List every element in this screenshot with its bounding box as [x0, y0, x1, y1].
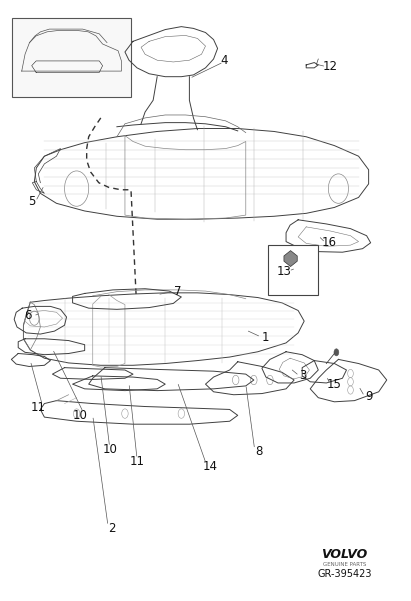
Text: 5: 5: [28, 195, 35, 208]
Text: 10: 10: [102, 443, 117, 456]
Bar: [12, 18, 131, 97]
Text: 10: 10: [72, 409, 87, 423]
Text: 7: 7: [173, 285, 181, 298]
Polygon shape: [284, 251, 297, 266]
Polygon shape: [32, 61, 103, 73]
Text: 16: 16: [322, 236, 337, 249]
Text: GENUINE PARTS: GENUINE PARTS: [323, 562, 366, 567]
Text: VOLVO: VOLVO: [321, 549, 367, 561]
Text: 11: 11: [31, 401, 46, 414]
Text: 14: 14: [203, 460, 218, 473]
Text: 3: 3: [299, 370, 307, 382]
Bar: [268, 245, 318, 294]
Text: 6: 6: [25, 310, 32, 322]
Text: GR-395423: GR-395423: [317, 569, 372, 579]
Text: 8: 8: [255, 445, 262, 459]
Text: 1: 1: [261, 331, 269, 344]
Circle shape: [334, 349, 339, 356]
Text: 15: 15: [327, 378, 342, 391]
Text: 12: 12: [323, 60, 338, 73]
Text: 4: 4: [220, 53, 227, 67]
Text: 11: 11: [129, 455, 145, 468]
Text: 13: 13: [277, 264, 292, 278]
Text: 9: 9: [365, 390, 372, 403]
Text: 2: 2: [109, 522, 116, 535]
